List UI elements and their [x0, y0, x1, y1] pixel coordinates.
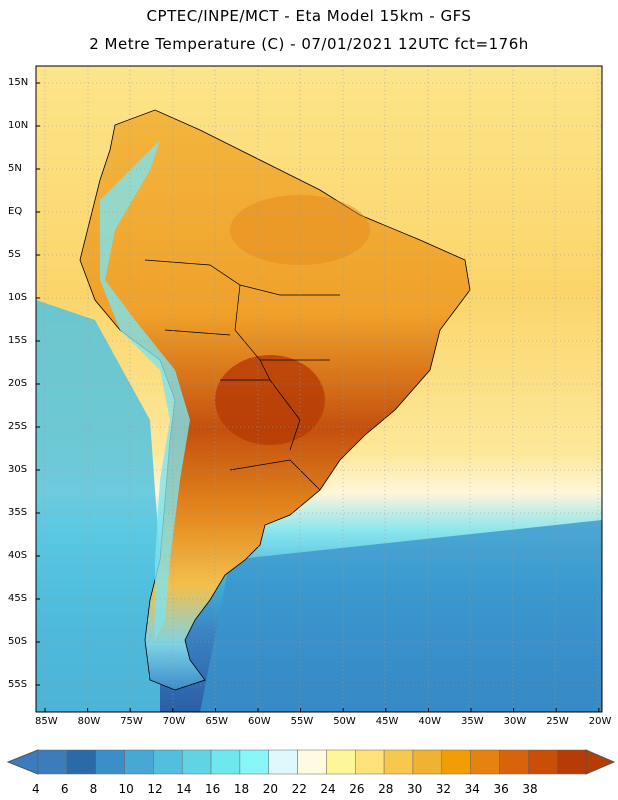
colorbar-high-arrow	[585, 749, 616, 775]
colorbar-swatch	[66, 749, 96, 775]
lon-label-65W: 65W	[205, 716, 229, 727]
lat-label-25S: 25S	[8, 421, 28, 432]
colorbar-label: 16	[205, 782, 221, 796]
colorbar-label: 38	[522, 782, 538, 796]
lat-label-30S: 30S	[8, 464, 28, 475]
lat-label-45S: 45S	[8, 593, 28, 604]
lat-label-10N: 10N	[8, 120, 29, 131]
colorbar-swatch	[37, 749, 68, 775]
lon-label-40W: 40W	[418, 716, 442, 727]
colorbar-swatch	[153, 749, 183, 775]
lat-label-55S: 55S	[8, 679, 28, 690]
lat-label-15N: 15N	[8, 77, 29, 88]
lon-label-55W: 55W	[290, 716, 314, 727]
title-line-1: CPTEC/INPE/MCT - Eta Model 15km - GFS	[146, 7, 472, 25]
colorbar-label: 20	[262, 782, 279, 796]
lon-label-75W: 75W	[120, 716, 143, 727]
lat-label-10S: 10S	[8, 292, 28, 303]
south-atlantic-cool-zone	[200, 520, 602, 712]
colorbar-label: 4	[32, 782, 40, 796]
colorbar-swatch	[383, 749, 414, 775]
colorbar-swatch	[470, 749, 500, 775]
lon-label-50W: 50W	[333, 716, 356, 727]
colorbar-label: 26	[349, 782, 365, 796]
colorbar-swatch	[412, 749, 443, 775]
andes-cool-strip	[100, 140, 190, 640]
colorbar-label: 36	[493, 782, 509, 796]
pacific-cool-zone	[36, 300, 160, 712]
lon-label-80W: 80W	[77, 716, 101, 727]
lon-label-60W: 60W	[248, 716, 271, 727]
colorbar-label: 12	[147, 782, 163, 796]
colorbar-swatch	[95, 749, 125, 775]
colorbar-swatch	[355, 749, 385, 775]
lat-label-EQ: EQ	[8, 206, 23, 217]
colorbar-label: 10	[118, 782, 134, 796]
color-scale-bar	[6, 749, 616, 775]
lat-label-5S: 5S	[8, 249, 21, 260]
lon-label-30W: 30W	[503, 716, 527, 727]
title-line-2: 2 Metre Temperature (C) - 07/01/2021 12U…	[89, 35, 529, 53]
lon-label-70W: 70W	[162, 716, 186, 727]
colorbar-swatch	[210, 749, 241, 775]
colorbar-label: 6	[60, 782, 69, 796]
lon-label-25W: 25W	[546, 716, 569, 727]
colorbar-label: 14	[176, 782, 192, 796]
colorbar-swatch	[556, 749, 587, 775]
colorbar-swatch	[239, 749, 269, 775]
colorbar-label: 24	[320, 782, 336, 796]
country-borders	[144, 259, 340, 491]
lon-label-35W: 35W	[461, 716, 484, 727]
colorbar-swatch	[528, 749, 558, 775]
colorbar-label: 8	[89, 782, 98, 796]
colorbar-label: 28	[378, 782, 394, 796]
lat-label-15S: 15S	[8, 335, 28, 346]
hot-core	[215, 355, 325, 445]
colorbar-label: 34	[464, 782, 480, 796]
colorbar-label: 30	[406, 782, 423, 796]
lat-label-35S: 35S	[8, 507, 28, 518]
lon-label-20W: 20W	[588, 716, 612, 727]
colorbar-swatch	[124, 749, 154, 775]
colorbar-swatch	[499, 749, 529, 775]
colorbar-swatch	[326, 749, 356, 775]
lon-label-45W: 45W	[375, 716, 399, 727]
lat-label-20S: 20S	[8, 378, 28, 389]
colorbar-label: 22	[291, 782, 307, 796]
map-border	[35, 65, 603, 713]
colorbar-label: 32	[435, 782, 452, 796]
lat-label-40S: 40S	[8, 550, 28, 561]
lat-label-5N: 5N	[8, 163, 22, 174]
colorbar-swatch	[181, 749, 212, 775]
colorbar-swatch	[297, 749, 327, 775]
lat-label-50S: 50S	[8, 636, 28, 647]
colorbar-swatch	[441, 749, 471, 775]
colorbar-label: 18	[233, 782, 250, 796]
lon-label-85W: 85W	[35, 716, 58, 727]
colorbar-swatch	[268, 749, 298, 775]
colorbar-low-arrow	[6, 749, 39, 775]
